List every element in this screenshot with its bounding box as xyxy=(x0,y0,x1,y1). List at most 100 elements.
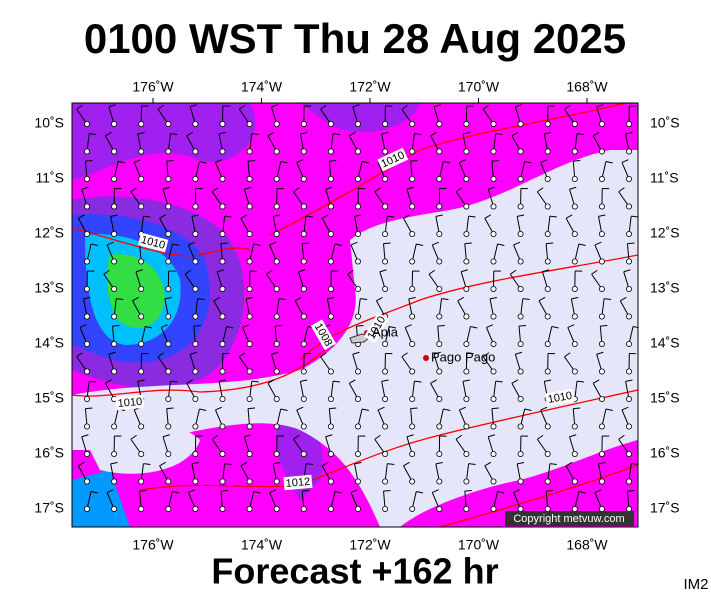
barb-station xyxy=(518,231,523,236)
barb-station xyxy=(599,396,604,401)
barb-flag xyxy=(438,325,445,326)
barb-flag xyxy=(465,243,472,244)
barb-station xyxy=(84,479,89,484)
lat-label: 12˚S xyxy=(650,225,680,241)
barb-station xyxy=(599,314,604,319)
barb-station xyxy=(383,149,388,154)
barb-flag xyxy=(600,325,607,326)
barb-station xyxy=(545,341,550,346)
barb-station xyxy=(112,451,117,456)
barb-station xyxy=(220,506,225,511)
barb-station xyxy=(410,149,415,154)
barb-flag xyxy=(167,408,174,409)
barb-station xyxy=(274,369,279,374)
barb-station xyxy=(166,341,171,346)
lat-label: 14˚S xyxy=(34,335,64,351)
image-code: IM2 xyxy=(683,576,708,593)
barb-station xyxy=(220,231,225,236)
barb-station xyxy=(112,149,117,154)
barb-station xyxy=(301,451,306,456)
barb-station xyxy=(383,479,388,484)
barb-station xyxy=(437,121,442,126)
barb-station xyxy=(301,259,306,264)
barb-station xyxy=(301,149,306,154)
barb-station xyxy=(410,341,415,346)
barb-station xyxy=(437,286,442,291)
barb-station xyxy=(491,121,496,126)
barb-station xyxy=(301,506,306,511)
barb-station xyxy=(166,451,171,456)
lon-label: 168˚W xyxy=(566,79,608,95)
barb-station xyxy=(626,341,631,346)
field xyxy=(72,100,640,527)
barb-station xyxy=(491,259,496,264)
barb-station xyxy=(84,424,89,429)
barb-station xyxy=(518,149,523,154)
barb-station xyxy=(599,176,604,181)
barb-station xyxy=(193,451,198,456)
lon-label: 176˚W xyxy=(132,537,174,553)
barb-station xyxy=(328,204,333,209)
barb-station xyxy=(464,121,469,126)
barb-station xyxy=(410,121,415,126)
isobar-label: 1010 xyxy=(117,396,142,410)
barb-station xyxy=(301,121,306,126)
barb-station xyxy=(166,369,171,374)
barb-station xyxy=(355,149,360,154)
barb-station xyxy=(274,451,279,456)
barb-station xyxy=(437,451,442,456)
barb-station xyxy=(437,149,442,154)
lat-label: 14˚S xyxy=(650,335,680,351)
barb-station xyxy=(464,149,469,154)
barb-station xyxy=(518,341,523,346)
barb-station xyxy=(491,451,496,456)
barb-station xyxy=(139,314,144,319)
barb-station xyxy=(410,259,415,264)
barb-station xyxy=(410,369,415,374)
barb-flag xyxy=(113,325,120,326)
barb-flag xyxy=(248,408,255,409)
lon-label: 168˚W xyxy=(566,537,608,553)
barb-station xyxy=(491,341,496,346)
barb-station xyxy=(599,369,604,374)
barb-station xyxy=(545,424,550,429)
barb-station xyxy=(437,314,442,319)
barb-flag xyxy=(302,490,309,491)
barb-station xyxy=(383,231,388,236)
barb-station xyxy=(572,286,577,291)
barb-station xyxy=(274,396,279,401)
barb-station xyxy=(274,259,279,264)
barb-station xyxy=(328,259,333,264)
barb-station xyxy=(464,396,469,401)
barb-station xyxy=(166,176,171,181)
barb-station xyxy=(518,121,523,126)
barb-station xyxy=(166,149,171,154)
barb-station xyxy=(247,259,252,264)
barb-station xyxy=(599,259,604,264)
barb-station xyxy=(84,314,89,319)
lon-label: 170˚W xyxy=(458,537,500,553)
barb-station xyxy=(84,259,89,264)
barb-station xyxy=(545,121,550,126)
barb-station xyxy=(301,286,306,291)
barb-station xyxy=(328,176,333,181)
barb-station xyxy=(166,314,171,319)
barb-station xyxy=(545,369,550,374)
barb-station xyxy=(247,341,252,346)
barb-station xyxy=(301,341,306,346)
barb-station xyxy=(112,424,117,429)
barb-station xyxy=(437,396,442,401)
barb-station xyxy=(572,479,577,484)
barb-station xyxy=(518,451,523,456)
barb-station xyxy=(220,314,225,319)
barb-station xyxy=(572,451,577,456)
barb-station xyxy=(545,506,550,511)
barb-station xyxy=(355,451,360,456)
barb-flag xyxy=(519,325,526,326)
barb-station xyxy=(301,176,306,181)
barb-station xyxy=(491,506,496,511)
barb-station xyxy=(599,286,604,291)
barb-station xyxy=(464,314,469,319)
barb-station xyxy=(193,369,198,374)
